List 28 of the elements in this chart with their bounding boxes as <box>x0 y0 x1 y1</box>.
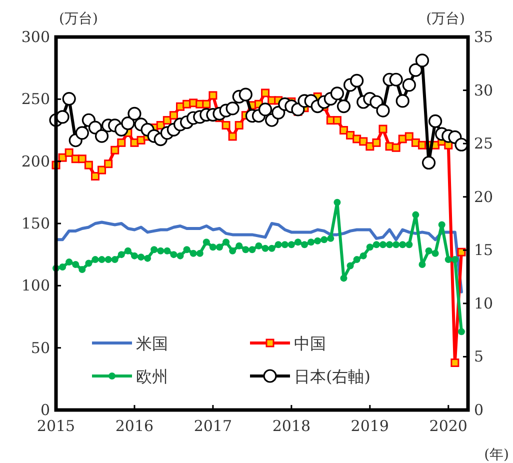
y-tick-label: 50 <box>30 338 50 357</box>
legend-label: 日本(右軸) <box>294 367 370 386</box>
y-tick-label: 100 <box>21 276 50 295</box>
y2-tick-label: 10 <box>474 294 494 312</box>
x-tick-label: 2019 <box>350 417 389 435</box>
y2-tick-label: 30 <box>474 81 494 100</box>
x-axis-title: (年) <box>484 447 509 463</box>
y-tick-label: 0 <box>40 401 50 419</box>
y2-tick-label: 25 <box>474 134 494 153</box>
x-tick-label: 2020 <box>429 417 468 435</box>
legend-label: 中国 <box>294 334 326 353</box>
y-axis-title: (万台) <box>59 11 98 27</box>
legend-label: 米国 <box>136 334 168 353</box>
x-tick-label: 2016 <box>115 417 154 435</box>
x-tick-label: 2017 <box>194 417 232 435</box>
y-tick-label: 200 <box>21 152 50 170</box>
y2-tick-label: 15 <box>474 241 494 260</box>
legend-label: 欧州 <box>136 367 168 386</box>
y-tick-label: 250 <box>21 90 50 108</box>
y-tick-label: 150 <box>21 214 50 232</box>
x-tick-label: 2015 <box>36 417 76 435</box>
y2-tick-label: 20 <box>474 188 494 206</box>
y2-tick-label: 0 <box>474 401 484 419</box>
y2-tick-label: 35 <box>474 28 494 46</box>
y-tick-label: 300 <box>21 28 50 46</box>
y2-axis-title: (万台) <box>426 11 465 27</box>
x-tick-label: 2018 <box>272 417 311 435</box>
y2-tick-label: 5 <box>474 348 484 366</box>
